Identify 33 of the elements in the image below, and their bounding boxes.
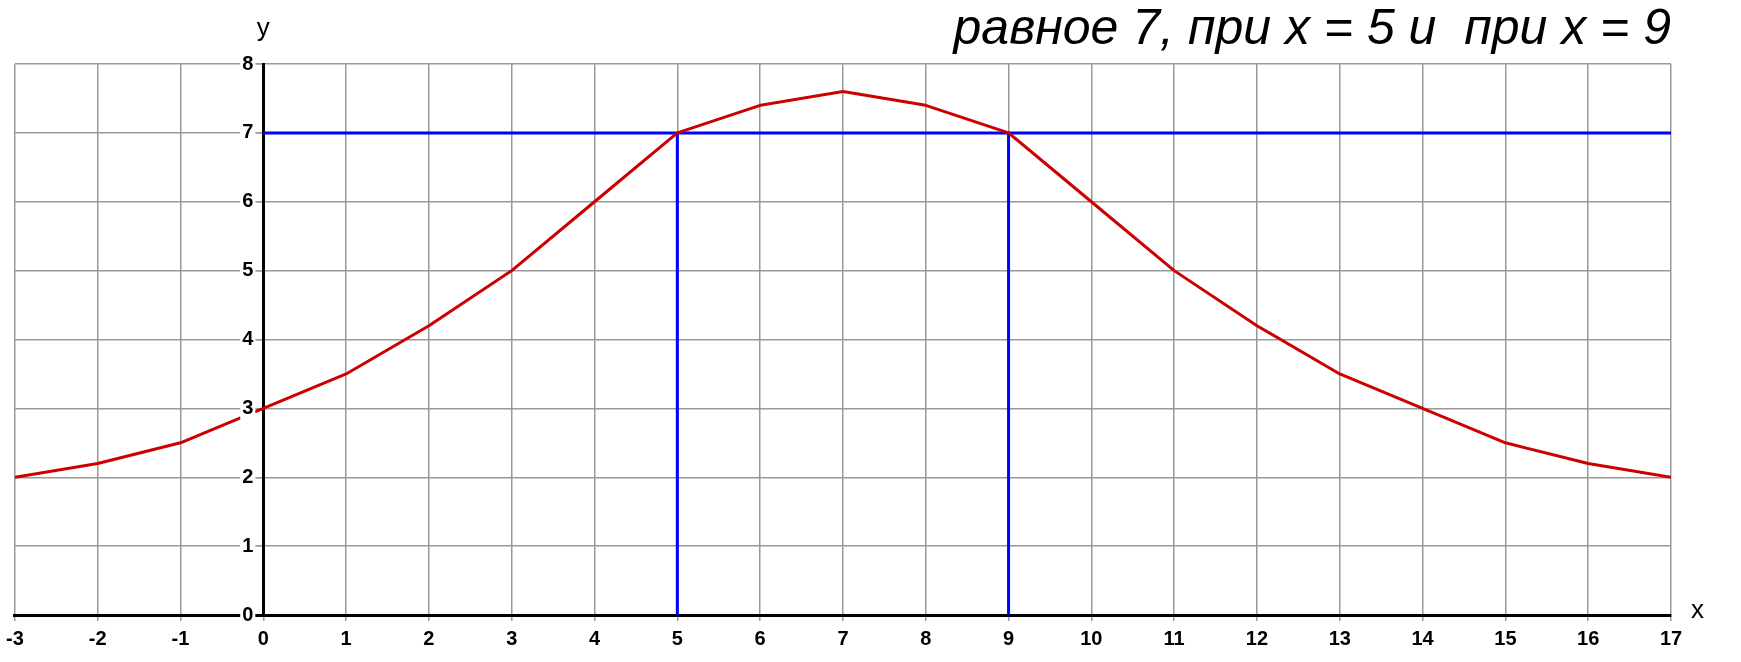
x-tick-label: 10 <box>1080 626 1103 649</box>
y-tick-label: 1 <box>242 533 254 556</box>
x-tick-label: 12 <box>1245 626 1269 649</box>
x-tick-label: 2 <box>423 626 435 649</box>
x-tick-label: 1 <box>340 626 352 649</box>
y-tick-label: 6 <box>242 189 254 212</box>
y-tick-label: 2 <box>242 464 254 487</box>
x-tick-label: 4 <box>588 626 601 649</box>
x-tick-label: -2 <box>88 626 107 649</box>
x-tick-label: 14 <box>1411 626 1435 649</box>
x-tick-label: 13 <box>1328 626 1351 649</box>
x-tick-label: 15 <box>1494 626 1517 649</box>
x-tick-label: 7 <box>837 626 849 649</box>
y-tick-label: 4 <box>242 327 255 350</box>
y-tick-label: 7 <box>242 120 254 143</box>
x-tick-label: 16 <box>1577 626 1600 649</box>
x-tick-label: 5 <box>671 626 683 649</box>
chart-title: равное 7, при x = 5 и при x = 9 <box>951 0 1671 55</box>
y-tick-label: 3 <box>242 395 254 418</box>
y-axis-title: y <box>256 12 270 43</box>
y-tick-label: 5 <box>242 258 254 281</box>
x-tick-label: 17 <box>1659 626 1683 649</box>
x-tick-label: 3 <box>506 626 518 649</box>
x-tick-label: -3 <box>5 626 24 649</box>
x-tick-label: 0 <box>257 626 269 649</box>
x-tick-label: 11 <box>1163 626 1185 649</box>
x-tick-label: -1 <box>171 626 190 649</box>
y-tick-label: 0 <box>242 602 254 625</box>
y-tick-label: 8 <box>242 51 254 74</box>
x-tick-label: 9 <box>1002 626 1015 649</box>
x-axis-title: x <box>1691 594 1704 625</box>
x-tick-label: 8 <box>920 626 932 649</box>
x-tick-label: 6 <box>754 626 766 649</box>
